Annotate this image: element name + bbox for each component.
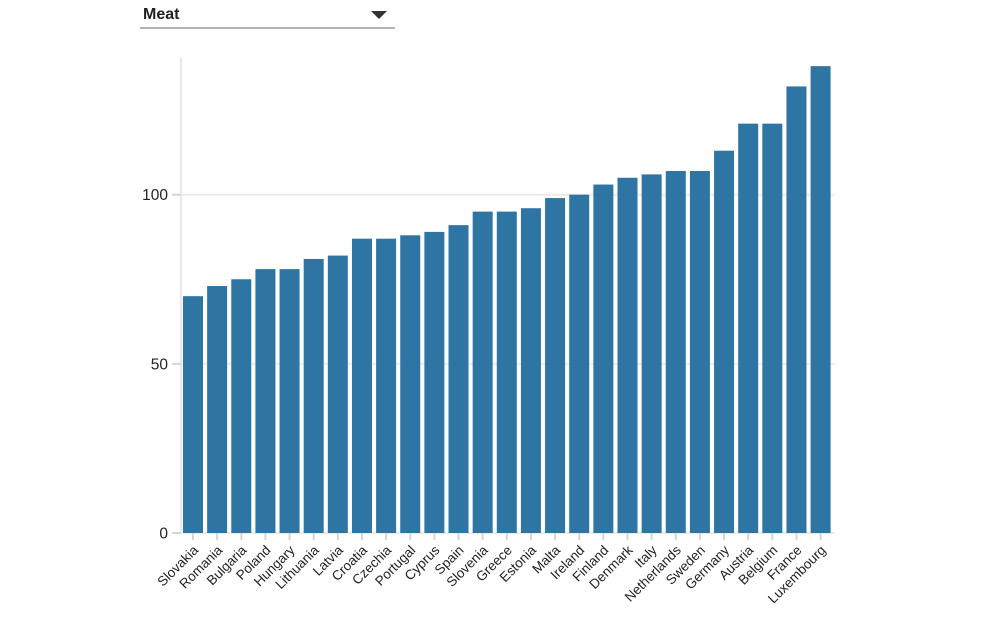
bar-malta[interactable] xyxy=(545,198,566,533)
bar-ireland[interactable] xyxy=(569,194,590,534)
bar-austria[interactable] xyxy=(738,123,759,534)
metric-dropdown-label: Meat xyxy=(143,5,180,23)
bar-greece[interactable] xyxy=(496,211,517,533)
bar-belgium[interactable] xyxy=(762,123,783,534)
y-tick-label: 0 xyxy=(159,526,168,543)
bar-luxembourg[interactable] xyxy=(810,66,831,533)
bar-latvia[interactable] xyxy=(327,255,348,533)
bar-slovakia[interactable] xyxy=(183,296,203,533)
bar-sweden[interactable] xyxy=(689,171,710,533)
bar-estonia[interactable] xyxy=(520,208,541,533)
bar-croatia[interactable] xyxy=(351,238,372,534)
bar-netherlands[interactable] xyxy=(665,171,686,533)
bar-slovenia[interactable] xyxy=(472,211,493,533)
metric-dropdown[interactable]: Meat xyxy=(140,2,395,29)
y-tick-label: 50 xyxy=(151,356,169,373)
bar-chart: 0 50 100 Slovakia Romania Bulgaria Poland Hunga… xyxy=(0,30,1007,628)
bar-italy[interactable] xyxy=(641,174,662,533)
bar-bulgaria[interactable] xyxy=(231,279,252,533)
bar-spain[interactable] xyxy=(448,225,469,534)
bar-finland[interactable] xyxy=(593,184,614,533)
bar-poland[interactable] xyxy=(255,269,276,533)
bar-france[interactable] xyxy=(786,86,807,534)
y-tick-label: 100 xyxy=(142,187,168,204)
bar-czechia[interactable] xyxy=(376,238,397,534)
bar-cyprus[interactable] xyxy=(424,231,445,534)
bar-germany[interactable] xyxy=(714,150,735,534)
bar-portugal[interactable] xyxy=(400,235,421,533)
bar-chart-svg: 050100SlovakiaRomaniaBulgariaPolandHunga… xyxy=(142,57,835,606)
bar-denmark[interactable] xyxy=(617,177,638,533)
bar-romania[interactable] xyxy=(207,286,228,533)
bar-hungary[interactable] xyxy=(279,269,300,533)
bar-lithuania[interactable] xyxy=(303,258,324,533)
caret-down-icon xyxy=(371,10,387,19)
